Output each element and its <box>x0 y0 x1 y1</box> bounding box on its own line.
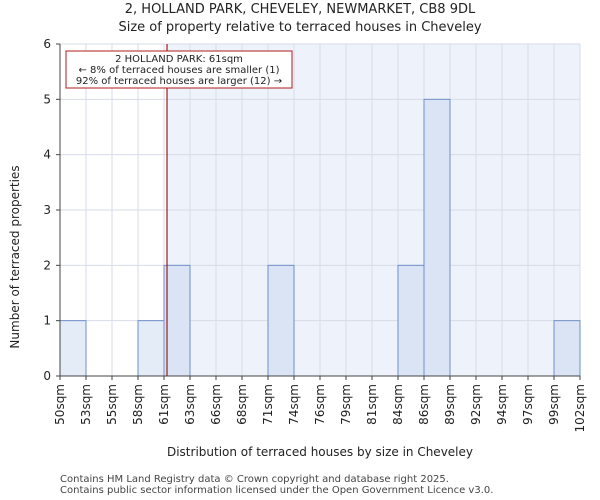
x-tick-label: 92sqm <box>469 384 483 425</box>
x-tick-label: 50sqm <box>53 384 67 425</box>
footer-copyright: Contains HM Land Registry data © Crown c… <box>60 474 449 485</box>
x-tick-label: 102sqm <box>573 384 587 432</box>
x-tick-label: 55sqm <box>105 384 119 425</box>
x-tick-label: 66sqm <box>209 384 223 425</box>
annotation-larger-label: 92% of terraced houses are larger (12) → <box>76 76 282 87</box>
annotation-smaller-label: ← 8% of terraced houses are smaller (1) <box>79 65 280 76</box>
x-tick-label: 99sqm <box>547 384 561 425</box>
annotation-box <box>65 50 293 89</box>
histogram-bar <box>137 320 165 377</box>
x-tick-label: 89sqm <box>443 384 457 425</box>
y-tick-label: 6 <box>43 37 51 51</box>
y-axis-label: Number of terraced properties <box>8 165 22 349</box>
x-tick-label: 86sqm <box>417 384 431 425</box>
x-tick-label: 76sqm <box>313 384 327 425</box>
y-tick-label: 3 <box>43 203 51 217</box>
x-tick-label: 53sqm <box>79 384 93 425</box>
x-tick-label: 68sqm <box>235 384 249 425</box>
x-axis-label: Distribution of terraced houses by size … <box>166 445 473 459</box>
histogram-bar <box>397 264 425 377</box>
histogram-bar <box>59 320 87 377</box>
x-tick-label: 94sqm <box>495 384 509 425</box>
histogram-bar <box>553 320 581 377</box>
y-tick-label: 2 <box>43 258 51 272</box>
histogram-bar <box>423 98 451 377</box>
x-tick-label: 97sqm <box>521 384 535 425</box>
footer-licence: Contains public sector information licen… <box>60 485 494 496</box>
x-tick-label: 71sqm <box>261 384 275 425</box>
y-tick-label: 4 <box>43 148 51 162</box>
histogram-bar <box>163 264 191 377</box>
x-tick-label: 84sqm <box>391 384 405 425</box>
x-tick-label: 79sqm <box>339 384 353 425</box>
y-tick-label: 0 <box>43 369 51 383</box>
x-tick-label: 81sqm <box>365 384 379 425</box>
annotation-property-label: 2 HOLLAND PARK: 61sqm <box>115 54 243 65</box>
x-tick-label: 74sqm <box>287 384 301 425</box>
x-tick-label: 63sqm <box>183 384 197 425</box>
y-tick-label: 5 <box>43 92 51 106</box>
chart-title: Size of property relative to terraced ho… <box>118 20 482 35</box>
chart-title-address: 2, HOLLAND PARK, CHEVELEY, NEWMARKET, CB… <box>124 2 476 17</box>
x-tick-label: 58sqm <box>131 384 145 425</box>
histogram-bar <box>267 264 295 377</box>
x-tick-label: 61sqm <box>157 384 171 425</box>
y-tick-label: 1 <box>43 314 51 328</box>
